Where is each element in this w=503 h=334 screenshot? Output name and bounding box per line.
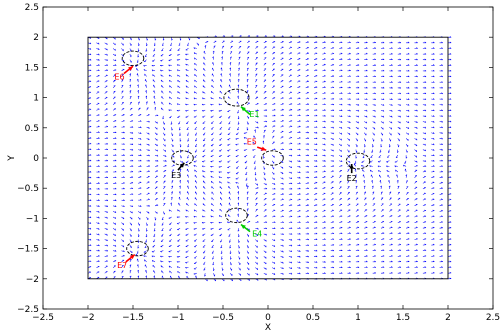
- electrode-arrow-head: [241, 224, 246, 229]
- x-axis-label: X: [265, 323, 271, 333]
- electrode-circle: [225, 207, 248, 224]
- y-tick-label: 2.5: [25, 3, 39, 13]
- electrode-markers: E1 E2 E3 E4 E5 E6 E7: [114, 65, 357, 270]
- electrode-arrow-head: [129, 254, 135, 260]
- electrode-circle: [126, 240, 149, 257]
- electrode-marker-e2: E2: [347, 164, 357, 183]
- vector-field: [87, 35, 452, 282]
- x-tick-label: −1: [171, 313, 184, 323]
- electrode-circle: [223, 88, 250, 107]
- electrode-label: E7: [117, 261, 127, 270]
- electrode-marker-e5: E5: [247, 138, 267, 151]
- electrode-label: E3: [171, 171, 181, 180]
- y-tick-label: 0: [33, 154, 39, 164]
- electrode-marker-e7: E7: [117, 254, 136, 270]
- y-tick-label: 1.5: [25, 63, 39, 73]
- plot-area: [42, 6, 494, 310]
- electrode-arrow-head: [241, 106, 246, 112]
- electrode-marker-e3: E3: [171, 162, 185, 180]
- y-tick-label: −2: [26, 275, 39, 285]
- y-tick-label: 2: [33, 33, 39, 43]
- electrode-marker-e1: E1: [240, 106, 260, 119]
- electrode-arrow-head: [128, 66, 133, 71]
- y-tick-label: 0.5: [25, 124, 39, 134]
- electrode-circles: [121, 50, 371, 257]
- x-tick-label: −2.5: [32, 313, 54, 323]
- electrode-label: E5: [247, 138, 257, 147]
- x-tick-label: 2: [445, 313, 451, 323]
- electrode-label: E2: [347, 174, 357, 183]
- field-boundary: [87, 36, 449, 280]
- x-tick-label: 1: [355, 313, 361, 323]
- x-axis-ticks: −2.5 −2 −1.5 −1 −0.5 0 0.5 1 1.5 2 2.5: [32, 7, 500, 323]
- electrode-arrow-head: [179, 162, 185, 168]
- x-tick-label: −2: [81, 313, 94, 323]
- electrode-marker-e6: E6: [114, 65, 134, 81]
- electrode-marker-e4: E4: [240, 223, 262, 239]
- x-tick-label: −0.5: [212, 313, 234, 323]
- x-tick-label: 2.5: [486, 313, 500, 323]
- x-tick-label: −1.5: [122, 313, 144, 323]
- y-tick-label: −1.5: [17, 245, 39, 255]
- y-axis-label: Y: [7, 155, 17, 162]
- x-tick-label: 0: [265, 313, 271, 323]
- electrode-circle: [261, 150, 284, 166]
- x-tick-label: 1.5: [396, 313, 410, 323]
- electrode-circle: [345, 152, 371, 170]
- x-tick-label: 0.5: [306, 313, 320, 323]
- electrode-label: E4: [252, 230, 262, 239]
- y-tick-label: −2.5: [17, 305, 39, 315]
- electrode-label: E1: [249, 110, 259, 119]
- y-tick-label: 1: [33, 94, 39, 104]
- field-arrows: [87, 35, 452, 282]
- y-tick-label: −1: [26, 214, 39, 224]
- y-tick-label: −0.5: [17, 184, 39, 194]
- electrode-circle: [121, 50, 145, 67]
- electrode-arrow-head: [349, 164, 354, 169]
- electrode-arrow-head: [261, 146, 267, 151]
- y-axis-ticks: −2.5 −2 −1.5 −1 −0.5 0 0.5 1 1.5 2 2.5: [17, 3, 493, 315]
- electrode-label: E6: [114, 72, 124, 81]
